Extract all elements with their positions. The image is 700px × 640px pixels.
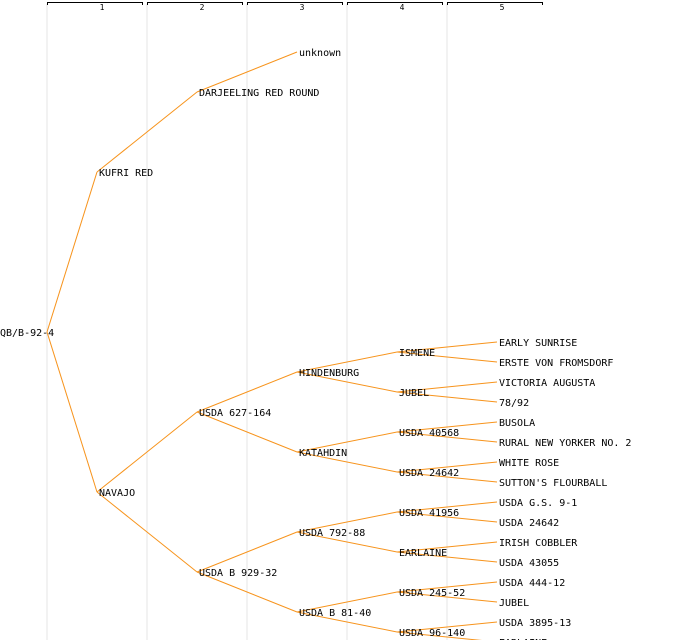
pedigree-link: [396, 421, 498, 433]
node-usda-41956: USDA 41956: [399, 508, 459, 519]
pedigree-nodes: QB/B-92-4 KUFRI RED DARJEELING RED ROUND un…: [0, 48, 631, 640]
node-kufri-red: KUFRI RED: [99, 168, 153, 179]
node-irish-cobbler: IRISH COBBLER: [499, 538, 578, 549]
node-usda-627-164: USDA 627-164: [199, 408, 271, 419]
pedigree-link: [396, 351, 498, 363]
pedigree-link: [396, 461, 498, 473]
generation-bracket: [447, 2, 543, 5]
node-victoria-augusta: VICTORIA AUGUSTA: [499, 378, 595, 389]
generation-bracket: [147, 2, 243, 5]
pedigree-link: [396, 391, 498, 403]
pedigree-link: [196, 411, 298, 453]
node-usda-b-929-32: USDA B 929-32: [199, 568, 277, 579]
generation-bracket: [47, 2, 143, 5]
node-usda-40568: USDA 40568: [399, 428, 459, 439]
node-early-sunrise: EARLY SUNRISE: [499, 338, 577, 349]
node-earlaine: EARLAINE: [499, 638, 547, 640]
node-usda-444-12: USDA 444-12: [499, 578, 565, 589]
pedigree-link: [296, 451, 398, 473]
node-usda-24642: USDA 24642: [499, 518, 559, 529]
generation-headers: 1 2 3 4 5: [47, 2, 543, 12]
pedigree-link: [296, 351, 398, 373]
node-usda-b-81-40: USDA B 81-40: [299, 608, 371, 619]
pedigree-link: [396, 551, 498, 563]
generation-columns: [46, 4, 448, 640]
pedigree-link: [396, 381, 498, 393]
node-earlaine: EARLAINE: [399, 548, 447, 559]
pedigree-link: [96, 91, 198, 173]
generation-bracket: [247, 2, 343, 5]
pedigree-link: [296, 531, 398, 553]
pedigree-link: [396, 581, 498, 593]
pedigree-link: [396, 341, 498, 353]
node-usda-245-52: USDA 245-52: [399, 588, 465, 599]
generation-header-3: 3: [300, 3, 305, 12]
generation-header-4: 4: [400, 3, 405, 12]
pedigree-link: [296, 511, 398, 533]
node-darjeeling-red-round: DARJEELING RED ROUND: [199, 88, 319, 99]
node-usda-24642: USDA 24642: [399, 468, 459, 479]
pedigree-link: [196, 371, 298, 413]
pedigree-link: [396, 591, 498, 603]
node-hindenburg: HINDENBURG: [299, 368, 359, 379]
pedigree-link: [396, 541, 498, 553]
pedigree-link: [196, 51, 298, 93]
node-usda-792-88: USDA 792-88: [299, 528, 365, 539]
node-jubel: JUBEL: [399, 388, 429, 399]
pedigree-link: [46, 171, 98, 333]
node-78-92: 78/92: [499, 398, 529, 409]
node-sutton-s-flourball: SUTTON'S FLOURBALL: [499, 478, 607, 489]
generation-bracket: [347, 2, 443, 5]
pedigree-link: [396, 431, 498, 443]
pedigree-link: [396, 511, 498, 523]
generation-header-1: 1: [100, 3, 105, 12]
node-erste-von-fromsdorf: ERSTE VON FROMSDORF: [499, 358, 613, 369]
pedigree-link: [296, 371, 398, 393]
node-usda-43055: USDA 43055: [499, 558, 559, 569]
generation-header-5: 5: [500, 3, 505, 12]
node-unknown: unknown: [299, 48, 341, 59]
generation-header-2: 2: [200, 3, 205, 12]
pedigree-link: [296, 611, 398, 633]
pedigree-link: [96, 411, 198, 493]
pedigree-link: [396, 501, 498, 513]
pedigree-link: [196, 531, 298, 573]
node-qb-b-92-4: QB/B-92-4: [0, 328, 54, 339]
node-usda-3895-13: USDA 3895-13: [499, 618, 571, 629]
node-white-rose: WHITE ROSE: [499, 458, 559, 469]
pedigree-link: [96, 491, 198, 573]
pedigree-link: [396, 621, 498, 633]
node-usda-96-140: USDA 96-140: [399, 628, 465, 639]
pedigree-link: [46, 331, 98, 493]
pedigree-links: [46, 51, 498, 640]
node-usda-g-s-9-1: USDA G.S. 9-1: [499, 498, 577, 509]
pedigree-link: [396, 471, 498, 483]
node-katahdin: KATAHDIN: [299, 448, 347, 459]
node-busola: BUSOLA: [499, 418, 535, 429]
pedigree-link: [396, 631, 483, 640]
node-ismene: ISMENE: [399, 348, 435, 359]
pedigree-link: [196, 571, 298, 613]
node-jubel: JUBEL: [499, 598, 529, 609]
pedigree-link: [296, 591, 398, 613]
pedigree-link: [296, 431, 398, 453]
node-rural-new-yorker-no-2: RURAL NEW YORKER NO. 2: [499, 438, 631, 449]
node-navajo: NAVAJO: [99, 488, 135, 499]
